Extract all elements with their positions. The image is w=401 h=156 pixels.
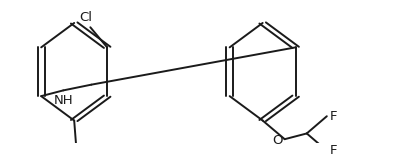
Text: F: F xyxy=(330,144,338,156)
Text: F: F xyxy=(330,110,338,123)
Text: NH: NH xyxy=(53,94,73,107)
Text: O: O xyxy=(272,134,283,147)
Text: Cl: Cl xyxy=(79,11,92,24)
